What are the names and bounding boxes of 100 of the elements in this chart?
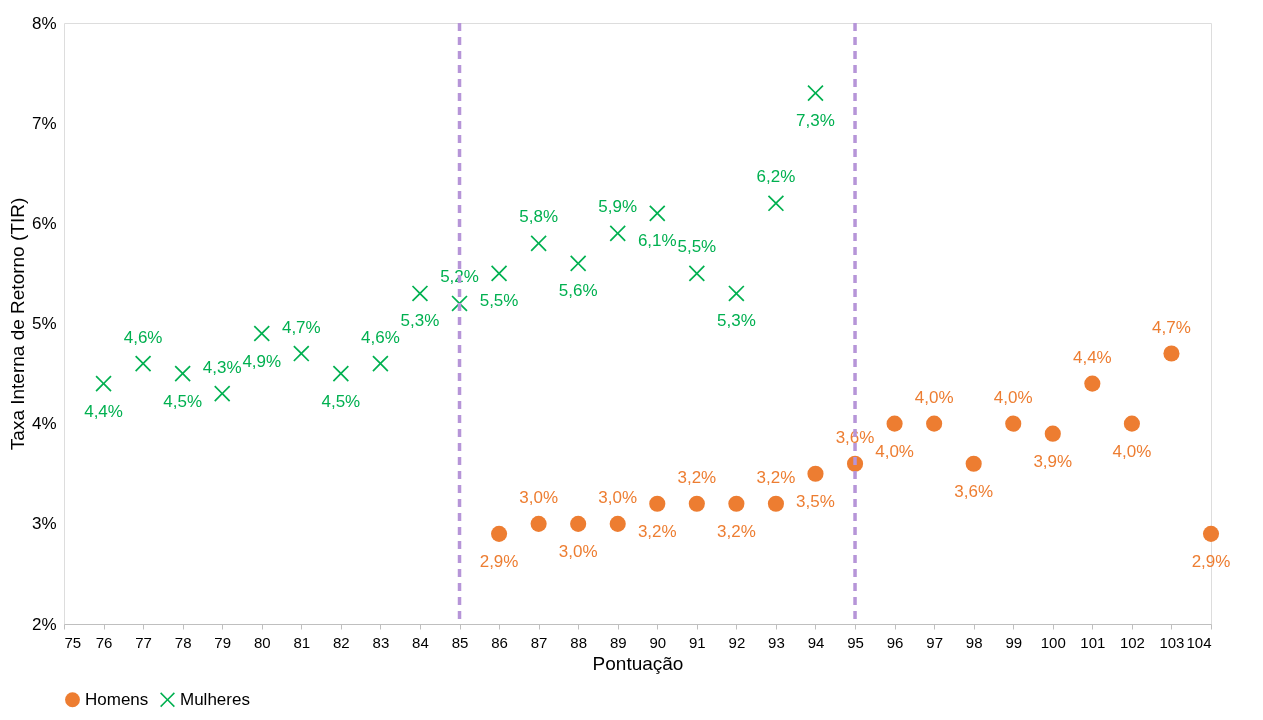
point [491, 525, 508, 542]
x-tick-label: 88 [570, 633, 588, 651]
data-label: 3,2% [637, 521, 677, 541]
point [767, 495, 784, 512]
x-axis-title: Pontuação [592, 652, 684, 674]
data-label: 5,6% [558, 281, 598, 301]
point [174, 365, 191, 382]
data-label: 4,5% [321, 391, 361, 411]
data-label: 4,4% [84, 401, 123, 421]
data-label: 3,6% [954, 481, 994, 501]
point [767, 195, 784, 212]
x-tick-label: 86 [491, 633, 508, 651]
point [1163, 345, 1180, 362]
data-label: 4,0% [875, 441, 914, 461]
point [1202, 525, 1220, 542]
data-label: 4,7% [1152, 317, 1191, 337]
data-label: 3,2% [756, 467, 796, 487]
y-tick-label: 4% [31, 414, 57, 434]
x-tick-label: 77 [135, 633, 152, 651]
x-tick-label: 93 [768, 633, 785, 651]
data-label: 5,9% [598, 197, 638, 217]
x-tick-label: 92 [728, 633, 746, 651]
point [214, 385, 231, 402]
point [1123, 415, 1140, 432]
data-label: 3,9% [1033, 451, 1073, 471]
data-label: 5,5% [479, 291, 519, 311]
x-tick-label: 104 [1186, 633, 1212, 651]
point [570, 515, 587, 532]
x-tick-label: 101 [1080, 633, 1106, 651]
data-label: 4,3% [202, 357, 242, 377]
data-label: 2,9% [479, 551, 519, 571]
x-tick-label: 100 [1040, 633, 1066, 651]
data-label: 3,0% [598, 487, 638, 507]
x-tick-label: 103 [1159, 633, 1185, 651]
x-tick-label: 96 [886, 633, 904, 651]
x-tick-label: 80 [253, 633, 271, 651]
data-label: 4,6% [361, 327, 400, 347]
point [1044, 425, 1061, 442]
y-tick-label: 3% [31, 514, 57, 534]
x-tick-label: 81 [293, 633, 311, 651]
data-label: 4,9% [242, 351, 282, 371]
data-label: 3,6% [835, 427, 875, 447]
point [728, 495, 745, 512]
x-tick-label: 94 [807, 633, 825, 651]
point [649, 495, 666, 512]
x-tick-label: 89 [609, 633, 627, 651]
data-label: 3,0% [519, 487, 558, 507]
data-label: 5,5% [677, 237, 717, 257]
data-label: 5,3% [717, 311, 756, 331]
point [609, 515, 626, 532]
data-label: 4,6% [123, 327, 163, 347]
data-label: 3,0% [558, 541, 598, 561]
x-tick-label: 85 [451, 633, 469, 651]
x-tick-label: 91 [688, 633, 706, 651]
data-label: 3,5% [796, 491, 835, 511]
point [530, 235, 547, 252]
data-label: 5,8% [519, 207, 558, 227]
point [609, 225, 626, 242]
data-label: 6,2% [756, 167, 796, 187]
data-label: 3,2% [677, 467, 717, 487]
data-label: 4,5% [163, 391, 203, 411]
data-label: 7,3% [796, 111, 835, 131]
data-label: 4,7% [281, 317, 321, 337]
x-tick-label: 84 [412, 633, 429, 651]
y-tick-label: 7% [31, 113, 57, 133]
point [649, 205, 666, 222]
x-tick-label: 75 [64, 633, 82, 651]
point [451, 295, 468, 312]
x-tick-label: 83 [372, 633, 390, 651]
x-tick-label: 97 [926, 633, 943, 651]
data-label: 4,0% [1112, 441, 1152, 461]
data-label: 4,0% [914, 387, 954, 407]
data-label: 6,1% [637, 231, 677, 251]
data-label: 3,2% [717, 521, 756, 541]
y-tick-label: 2% [31, 614, 57, 634]
y-tick-label: 8% [31, 13, 57, 33]
x-tick-label: 90 [649, 633, 667, 651]
point [807, 465, 824, 482]
point [886, 415, 903, 432]
point [530, 515, 547, 532]
data-label: 4,0% [993, 387, 1033, 407]
x-tick-label: 78 [174, 633, 192, 651]
y-axis-title: Taxa Interna de Retorno (TIR) [6, 197, 28, 451]
data-label: 4,4% [1072, 347, 1112, 367]
data-label: 5,3% [400, 311, 440, 331]
point [688, 495, 705, 512]
point [965, 455, 982, 472]
point [1005, 415, 1022, 432]
x-tick-label: 98 [965, 633, 983, 651]
x-tick-label: 76 [95, 633, 113, 651]
point [926, 415, 943, 432]
x-tick-label: 82 [333, 633, 350, 651]
x-tick-label: 95 [847, 633, 864, 651]
legend-label: Homens [85, 689, 149, 709]
y-tick-label: 6% [31, 213, 57, 233]
point [293, 345, 310, 362]
point [95, 375, 112, 392]
point [728, 285, 745, 302]
x-tick-label: 79 [214, 633, 232, 651]
data-label: 2,9% [1191, 551, 1231, 571]
